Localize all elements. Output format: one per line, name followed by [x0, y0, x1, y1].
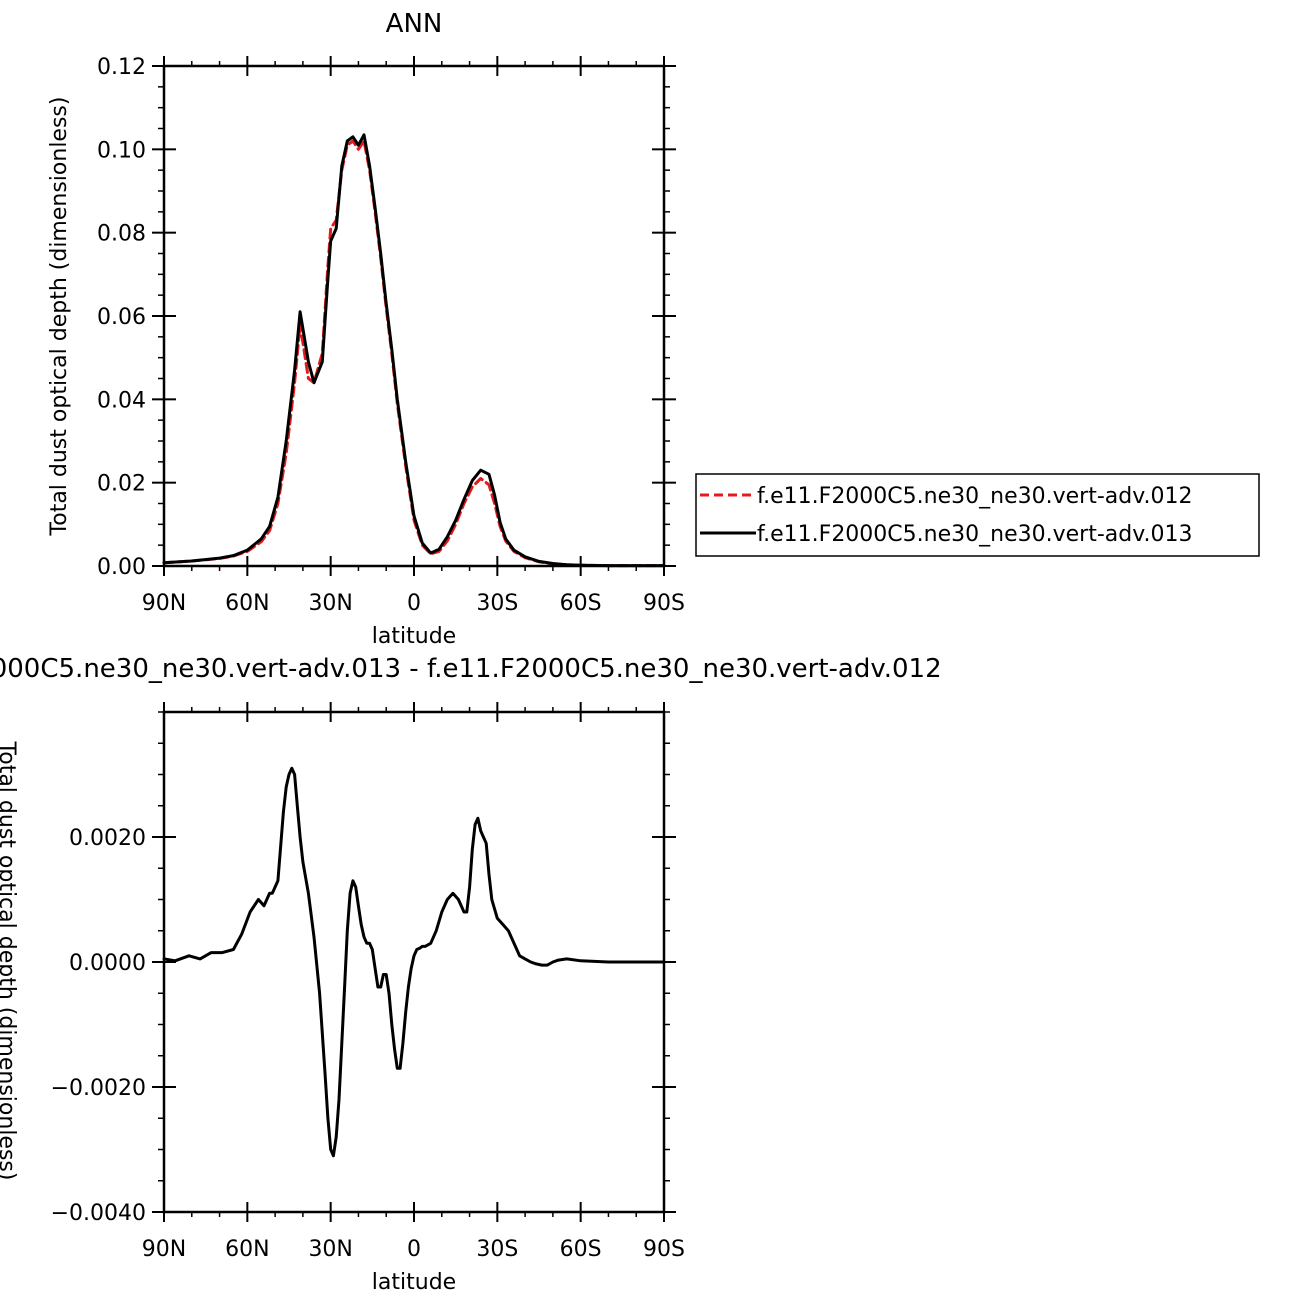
x-tick-label: 90S [643, 591, 685, 616]
top-chart-title: ANN [386, 9, 443, 39]
top-y-axis-label: Total dust optical depth (dimensionless) [47, 97, 72, 537]
x-tick-label: 30N [308, 591, 352, 616]
legend-label-012: f.e11.F2000C5.ne30_ne30.vert-adv.012 [757, 484, 1193, 509]
series-line-1 [162, 133, 666, 568]
x-tick-label: 60N [225, 1237, 269, 1262]
x-tick-label: 90N [142, 591, 186, 616]
legend-box [695, 473, 1260, 557]
bottom-x-axis-label: latitude [372, 1270, 456, 1295]
y-tick-label: −0.0040 [51, 1201, 146, 1226]
y-tick-label: 0.00 [97, 555, 146, 580]
x-tick-label: 60N [225, 591, 269, 616]
legend: f.e11.F2000C5.ne30_ne30.vert-adv.012 f.e… [695, 473, 1260, 557]
series-line-0 [162, 766, 666, 1158]
y-tick-label: 0.0000 [69, 951, 146, 976]
series-line-0 [162, 139, 666, 568]
y-tick-label: 0.12 [97, 55, 146, 80]
bottom-series-lines [162, 766, 666, 1158]
x-tick-label: 30S [476, 591, 518, 616]
bottom-axis-ticks: 90N 60N 30N 0 30S 60S 90S −0.0040 −0.0020 0.0000 0… [51, 702, 685, 1262]
y-tick-label: −0.0020 [51, 1076, 146, 1101]
x-tick-label: 90S [643, 1237, 685, 1262]
y-tick-label: 0.08 [97, 222, 146, 247]
y-tick-label: 0.02 [97, 472, 146, 497]
bottom-plot-frame [162, 710, 666, 1214]
legend-label-013: f.e11.F2000C5.ne30_ne30.vert-adv.013 [757, 522, 1193, 547]
x-tick-label: 90N [142, 1237, 186, 1262]
y-tick-label: 0.04 [97, 388, 146, 413]
x-tick-label: 60S [560, 591, 602, 616]
top-plot-frame [162, 64, 666, 568]
top-series-lines [162, 133, 666, 568]
x-tick-label: 30N [308, 1237, 352, 1262]
x-tick-label: 0 [407, 1237, 421, 1262]
top-panel: ANN Total dust optical depth (dimensionl… [47, 9, 1260, 649]
x-tick-label: 30S [476, 1237, 518, 1262]
bottom-y-axis-label: Total dust optical depth (dimensionless) [0, 741, 19, 1181]
y-tick-label: 0.06 [97, 305, 146, 330]
y-tick-label: 0.0020 [69, 826, 146, 851]
y-tick-label: 0.10 [97, 138, 146, 163]
bottom-chart-title: f.e11.F2000C5.ne30_ne30.vert-adv.013 - f… [0, 654, 942, 684]
bottom-panel: f.e11.F2000C5.ne30_ne30.vert-adv.013 - f… [0, 654, 942, 1295]
x-tick-label: 60S [560, 1237, 602, 1262]
x-tick-label: 0 [407, 591, 421, 616]
top-x-axis-label: latitude [372, 624, 456, 649]
